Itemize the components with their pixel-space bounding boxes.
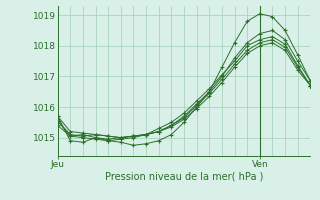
X-axis label: Pression niveau de la mer( hPa ): Pression niveau de la mer( hPa ) — [105, 172, 263, 182]
